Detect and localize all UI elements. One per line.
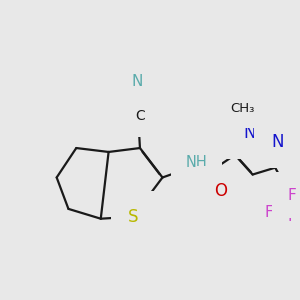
- Text: NH: NH: [186, 155, 208, 170]
- Text: CH₃: CH₃: [231, 102, 255, 115]
- Text: N: N: [271, 133, 284, 151]
- Text: O: O: [214, 182, 227, 200]
- Text: S: S: [128, 208, 138, 226]
- Text: C: C: [135, 109, 145, 123]
- Text: N: N: [243, 124, 256, 142]
- Text: F: F: [287, 209, 296, 224]
- Text: F: F: [287, 188, 296, 202]
- Text: N: N: [131, 74, 143, 89]
- Text: F: F: [265, 205, 274, 220]
